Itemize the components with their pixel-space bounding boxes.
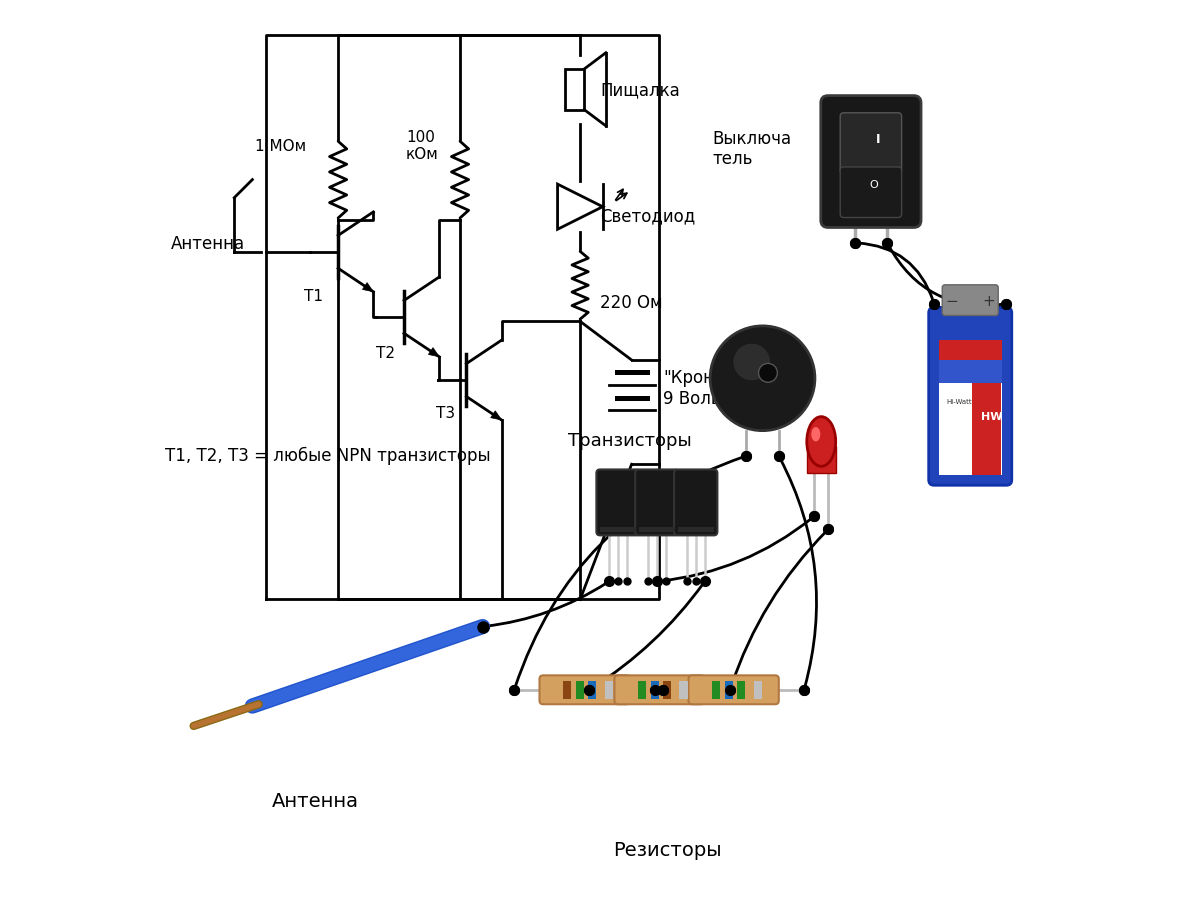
Text: Т1: Т1 (304, 289, 323, 303)
Bar (679, 681, 688, 699)
FancyBboxPatch shape (806, 446, 835, 474)
Text: I: I (876, 133, 881, 146)
Bar (725, 681, 733, 699)
Text: Т3: Т3 (436, 406, 455, 420)
FancyBboxPatch shape (635, 470, 678, 536)
Circle shape (710, 327, 815, 431)
Text: Пищалка: Пищалка (600, 81, 679, 99)
FancyBboxPatch shape (674, 470, 718, 536)
Text: Антенна: Антенна (272, 791, 359, 811)
FancyBboxPatch shape (614, 676, 704, 704)
Text: HW: HW (982, 411, 1003, 422)
Bar (650, 681, 659, 699)
FancyBboxPatch shape (840, 114, 901, 175)
Bar (600, 528, 636, 532)
Polygon shape (428, 348, 439, 357)
Text: +: + (982, 293, 995, 308)
Bar (938, 384, 1002, 476)
Bar (678, 528, 714, 532)
Text: Светодиод: Светодиод (600, 207, 695, 226)
Polygon shape (362, 283, 373, 292)
Bar (938, 360, 1002, 383)
Polygon shape (491, 411, 502, 420)
Text: Антенна: Антенна (172, 235, 245, 253)
Text: Выключа
тель: Выключа тель (713, 130, 792, 168)
Text: O: O (869, 179, 878, 190)
Polygon shape (558, 185, 602, 230)
Text: Т2: Т2 (376, 346, 395, 361)
FancyBboxPatch shape (942, 285, 998, 316)
Bar (938, 340, 1002, 360)
Bar (565, 69, 584, 110)
Text: −: − (946, 293, 959, 308)
Circle shape (733, 345, 770, 381)
Bar (972, 384, 1001, 476)
Bar (605, 681, 613, 699)
FancyBboxPatch shape (821, 97, 922, 228)
Text: Т1, Т2, Т3 = любые NPN транзисторы: Т1, Т2, Т3 = любые NPN транзисторы (164, 446, 491, 465)
Text: 220 Ом: 220 Ом (600, 293, 662, 311)
Bar (664, 681, 671, 699)
Text: "Крона"
9 Вольт: "Крона" 9 Вольт (664, 369, 732, 407)
FancyBboxPatch shape (840, 168, 901, 218)
Text: Hi-Watt: Hi-Watt (947, 399, 972, 404)
Text: Резисторы: Резисторы (613, 840, 722, 860)
Bar (737, 681, 745, 699)
Bar (563, 681, 571, 699)
Bar (588, 681, 596, 699)
Bar (576, 681, 583, 699)
Text: 1 МОм: 1 МОм (256, 139, 306, 153)
Circle shape (758, 364, 778, 382)
Ellipse shape (811, 428, 821, 442)
Text: 100
кОм: 100 кОм (406, 130, 439, 162)
Text: Транзисторы: Транзисторы (569, 431, 692, 449)
FancyBboxPatch shape (596, 470, 640, 536)
Bar (712, 681, 720, 699)
Bar (638, 681, 646, 699)
Bar (754, 681, 762, 699)
Ellipse shape (806, 417, 835, 467)
FancyBboxPatch shape (929, 308, 1012, 485)
Bar (638, 528, 674, 532)
FancyBboxPatch shape (689, 676, 779, 704)
FancyBboxPatch shape (540, 676, 630, 704)
